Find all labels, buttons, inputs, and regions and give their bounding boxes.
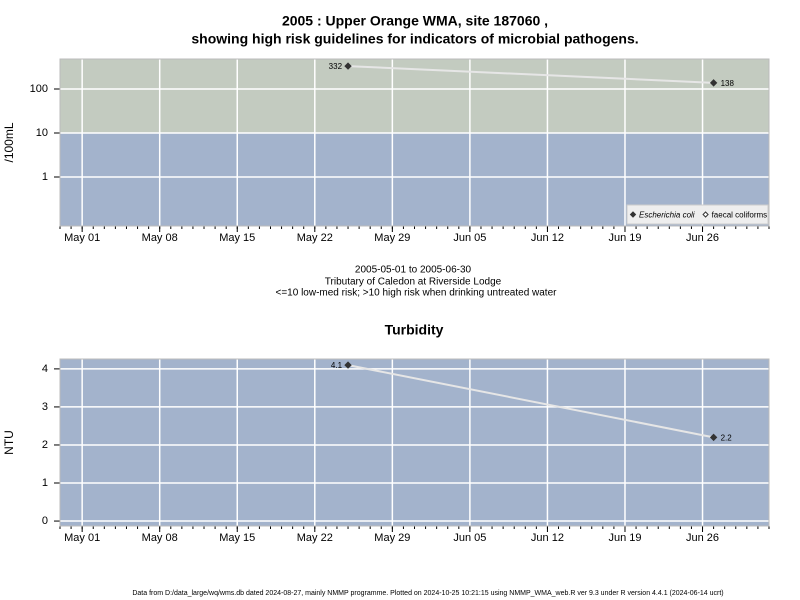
x-tick-label: May 29 <box>374 232 410 244</box>
title: 2005 : Upper Orange WMA, site 187060 , <box>282 13 548 29</box>
series-line <box>347 364 714 439</box>
legend-marker <box>702 211 709 218</box>
y-axis-label: /100mL <box>2 122 16 162</box>
y-tick-label: 100 <box>30 83 48 95</box>
x-tick-label: May 29 <box>374 532 410 544</box>
data-label: 4.1 <box>331 361 343 370</box>
note: 2005-05-01 to 2005-06-30 <box>355 265 472 276</box>
x-tick-label: Jun 12 <box>531 532 564 544</box>
x-tick-label: Jun 19 <box>608 232 641 244</box>
y-axis-label: NTU <box>2 430 16 455</box>
y-tick-label: 1 <box>42 477 48 489</box>
note: <=10 low-med risk; >10 high risk when dr… <box>276 288 558 299</box>
data-point <box>709 79 718 87</box>
x-tick-label: Jun 12 <box>531 232 564 244</box>
y-tick-label: 2 <box>42 439 48 451</box>
x-tick-label: May 22 <box>297 232 333 244</box>
plot-frame <box>59 58 770 227</box>
x-tick-label: May 15 <box>219 532 255 544</box>
y-tick-label: 3 <box>42 401 48 413</box>
y-tick-label: 10 <box>36 127 48 139</box>
title: showing high risk guidelines for indicat… <box>191 31 638 47</box>
y-tick-label: 4 <box>42 363 48 375</box>
x-tick-label: Jun 26 <box>686 532 719 544</box>
x-tick-label: Jun 19 <box>608 532 641 544</box>
x-tick-label: May 01 <box>64 232 100 244</box>
data-label: 138 <box>721 79 735 88</box>
legend-marker <box>629 211 637 218</box>
x-tick-label: Jun 26 <box>686 232 719 244</box>
data-label: 2.2 <box>721 433 733 442</box>
x-tick-label: Jun 05 <box>453 232 486 244</box>
y-tick-label: 0 <box>42 515 48 527</box>
plot-background <box>60 359 769 526</box>
legend-label: faecal coliforms <box>712 211 768 220</box>
footer: Data from D:/data_large/wq/wms.db dated … <box>132 590 723 597</box>
plot-frame <box>59 358 770 527</box>
x-tick-label: May 08 <box>142 532 178 544</box>
series-line <box>347 65 714 84</box>
data-label: 332 <box>329 62 343 71</box>
risk-band-high <box>60 59 769 134</box>
x-tick-label: May 22 <box>297 532 333 544</box>
note: Tributary of Caledon at Riverside Lodge <box>325 277 502 288</box>
chart-title: Turbidity <box>385 322 444 338</box>
legend-box <box>626 204 769 225</box>
data-point <box>344 361 352 369</box>
data-point <box>344 62 352 70</box>
x-tick-label: May 15 <box>219 232 255 244</box>
x-tick-label: May 01 <box>64 532 100 544</box>
data-point <box>709 433 718 442</box>
x-tick-label: May 08 <box>142 232 178 244</box>
y-tick-label: 1 <box>42 171 48 183</box>
legend-label: Escherichia coli <box>639 211 695 220</box>
x-tick-label: Jun 05 <box>453 532 486 544</box>
